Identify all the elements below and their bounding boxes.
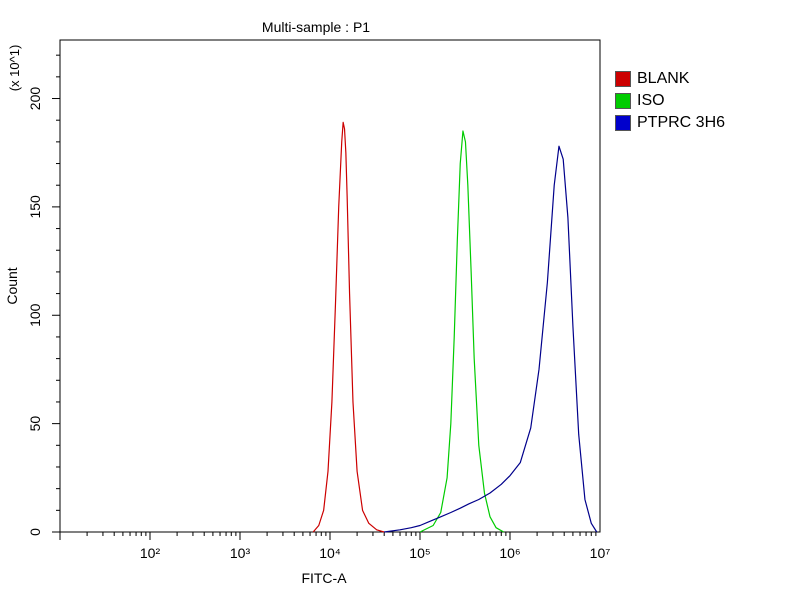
legend-item: PTPRC 3H6 xyxy=(615,112,725,134)
x-tick-label: 10⁴ xyxy=(319,545,341,561)
legend-label: ISO xyxy=(637,92,665,109)
x-tick-label: 10³ xyxy=(230,545,251,561)
series-line-3 xyxy=(384,145,598,533)
legend-item: ISO xyxy=(615,90,725,112)
legend-item: BLANK xyxy=(615,68,725,90)
x-tick-label: 10⁶ xyxy=(499,545,520,561)
x-axis-label: FITC-A xyxy=(301,570,347,586)
x-tick-label: 10⁵ xyxy=(409,545,430,561)
y-axis: 0 50 100 150 200 xyxy=(27,54,60,536)
plot-area xyxy=(59,39,601,533)
legend-label: PTPRC 3H6 xyxy=(637,114,726,131)
y-axis-multiplier: (x 10^1) xyxy=(7,45,22,92)
x-tick-label: 10⁷ xyxy=(590,545,611,561)
legend-swatch xyxy=(615,115,631,131)
series-line-2 xyxy=(419,130,504,533)
y-axis-label: Count xyxy=(4,267,20,304)
x-axis: 10² 10³ 10⁴ 10⁵ 10⁶ 10⁷ xyxy=(59,532,611,561)
series-layer xyxy=(312,121,598,533)
y-tick-label: 100 xyxy=(27,303,43,327)
legend: BLANK ISO PTPRC 3H6 xyxy=(615,68,725,134)
legend-swatch xyxy=(615,71,631,87)
y-tick-label: 50 xyxy=(27,416,43,432)
y-tick-label: 0 xyxy=(27,528,43,536)
legend-label: BLANK xyxy=(637,70,690,87)
x-tick-label: 10² xyxy=(140,545,161,561)
legend-swatch xyxy=(615,93,631,109)
series-line-1 xyxy=(312,121,385,533)
y-tick-label: 150 xyxy=(27,195,43,219)
y-tick-label: 200 xyxy=(27,87,43,111)
chart-title: Multi-sample : P1 xyxy=(262,19,370,35)
